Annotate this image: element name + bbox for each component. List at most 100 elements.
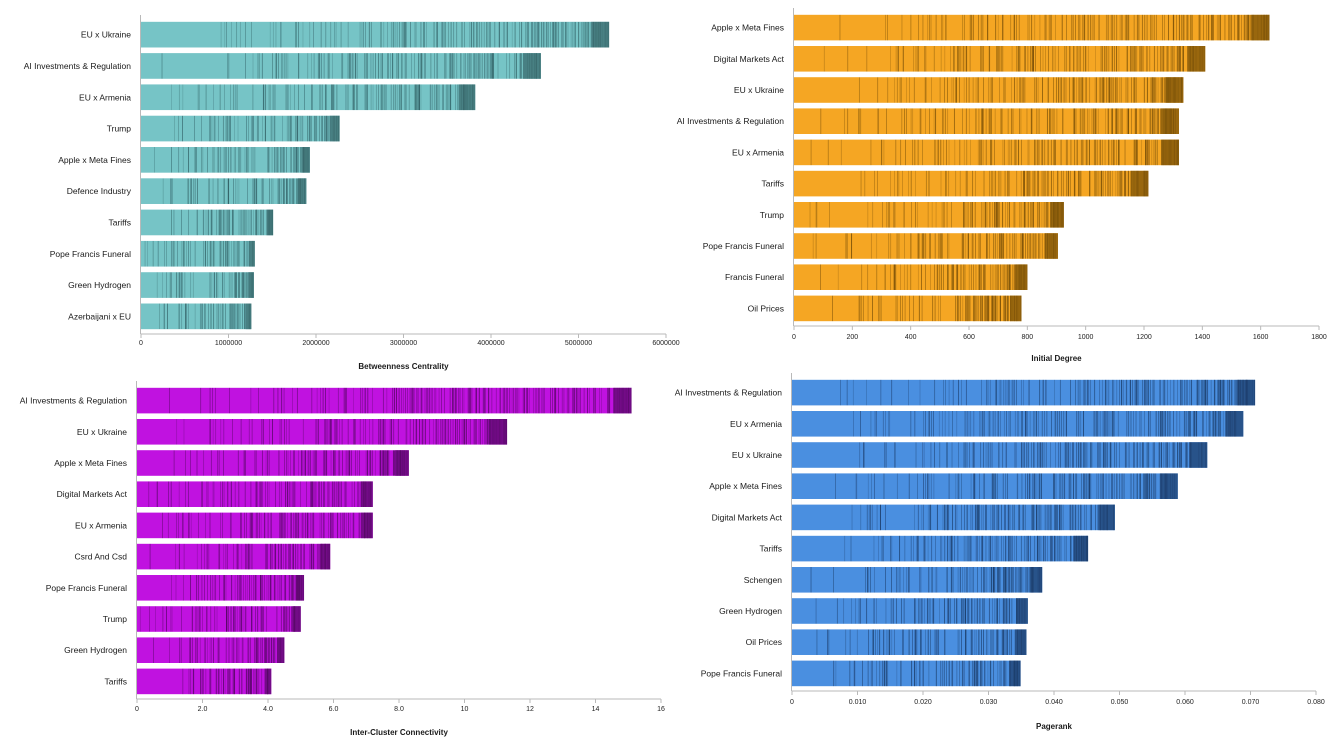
bar[interactable] — [792, 411, 1244, 437]
bar-end-shade — [1251, 14, 1270, 41]
bar[interactable] — [794, 202, 1064, 228]
x-tick-label: 0.070 — [1242, 699, 1260, 706]
bar-end-shade — [361, 481, 373, 507]
bar[interactable] — [137, 575, 305, 601]
bar[interactable] — [792, 442, 1208, 468]
bar-end-shade — [329, 115, 340, 142]
bar[interactable] — [137, 637, 285, 663]
bar-end-shade — [1029, 567, 1043, 593]
x-tick-label: 6.0 — [329, 706, 339, 713]
bar-group-pope-francis-funeral — [792, 660, 1021, 687]
bar-end-shade — [395, 450, 409, 476]
category-label: Apple x Meta Fines — [58, 155, 131, 165]
bar[interactable] — [141, 21, 610, 48]
bar-end-shade — [1187, 46, 1206, 72]
bar-group-digital-markets-act — [137, 481, 373, 507]
bar[interactable] — [137, 387, 632, 414]
bar[interactable] — [792, 629, 1027, 655]
category-label: Tariffs — [108, 217, 131, 227]
category-label: Digital Markets Act — [712, 512, 783, 522]
bar-end-shade — [522, 53, 541, 79]
bar-group-pope-francis-funeral — [137, 575, 305, 601]
x-tick-label: 0.040 — [1045, 699, 1063, 706]
bar[interactable] — [792, 535, 1089, 562]
bar[interactable] — [137, 668, 272, 695]
bar[interactable] — [141, 115, 340, 142]
category-label: Green Hydrogen — [719, 606, 782, 616]
bar-group-csrd-and-csd — [137, 543, 331, 570]
category-label: EU x Ukraine — [732, 450, 782, 460]
bar-end-shade — [249, 240, 255, 267]
x-tick-label: 0.020 — [914, 699, 932, 706]
bar-group-trump — [137, 606, 301, 632]
x-axis-title: Initial Degree — [1031, 354, 1082, 363]
bar-end-shade — [1016, 598, 1028, 624]
bar-texture — [156, 272, 254, 298]
bar[interactable] — [792, 504, 1115, 531]
bar-group-oil-prices — [792, 629, 1027, 655]
bar-group-schengen — [792, 567, 1043, 593]
bar-end-shade — [295, 575, 305, 601]
bar-end-shade — [361, 512, 373, 539]
bar[interactable] — [792, 379, 1256, 406]
category-label: AI Investments & Regulation — [677, 116, 785, 126]
category-label: EU x Ukraine — [734, 85, 784, 95]
bar[interactable] — [141, 240, 255, 267]
bar[interactable] — [792, 660, 1021, 687]
axes — [791, 373, 1317, 695]
bar-texture — [139, 606, 301, 632]
bar-group-ai-investments-regulation — [794, 108, 1179, 134]
x-axis-title: Pagerank — [1036, 722, 1073, 731]
bar-end-shade — [292, 606, 301, 632]
axes — [140, 15, 667, 338]
bar[interactable] — [137, 450, 409, 476]
category-label: Oil Prices — [748, 303, 784, 313]
bar[interactable] — [794, 295, 1022, 322]
bar-group-eu-x-ukraine — [137, 419, 508, 445]
x-tick-label: 16 — [657, 706, 665, 713]
bar-end-shade — [1161, 139, 1179, 166]
x-tick-label: 4.0 — [263, 706, 273, 713]
bar-end-shade — [320, 543, 331, 570]
category-label: Francis Funeral — [725, 272, 784, 282]
bar-texture — [832, 295, 1022, 322]
x-tick-label: 800 — [1021, 334, 1033, 341]
x-tick-label: 14 — [592, 706, 600, 713]
bar[interactable] — [794, 139, 1179, 166]
axes — [793, 8, 1320, 330]
category-label: Green Hydrogen — [64, 645, 127, 655]
bar-end-shade — [277, 637, 285, 663]
bar-texture — [844, 535, 1089, 562]
bar-group-apple-x-meta-fines — [792, 473, 1178, 499]
bar-group-apple-x-meta-fines — [137, 450, 409, 476]
bar-texture — [859, 442, 1207, 468]
category-label: Green Hydrogen — [68, 280, 131, 290]
bar-end-shade — [1073, 535, 1089, 562]
bar-group-green-hydrogen — [792, 598, 1028, 624]
bar[interactable] — [137, 606, 301, 632]
bar[interactable] — [792, 473, 1178, 499]
category-label: Apple x Meta Fines — [709, 481, 782, 491]
category-label: Pope Francis Funeral — [703, 241, 784, 251]
bar-group-eu-x-armenia — [794, 139, 1179, 166]
bar[interactable] — [792, 598, 1028, 624]
category-label: Pope Francis Funeral — [50, 249, 131, 259]
bar[interactable] — [794, 77, 1184, 103]
bar[interactable] — [792, 567, 1043, 593]
bar-end-shade — [591, 21, 610, 48]
bar[interactable] — [141, 303, 252, 330]
x-tick-label: 0.050 — [1111, 699, 1129, 706]
bar[interactable] — [141, 147, 310, 173]
category-label: AI Investments & Regulation — [20, 396, 128, 406]
bar[interactable] — [137, 481, 373, 507]
bar[interactable] — [141, 272, 254, 298]
bar-group-tariffs — [137, 668, 272, 695]
x-tick-label: 2000000 — [302, 340, 329, 347]
x-tick-label: 2.0 — [198, 706, 208, 713]
bar-group-pope-francis-funeral — [141, 240, 255, 267]
bar-group-tariffs — [141, 209, 274, 236]
bars — [794, 14, 1270, 322]
